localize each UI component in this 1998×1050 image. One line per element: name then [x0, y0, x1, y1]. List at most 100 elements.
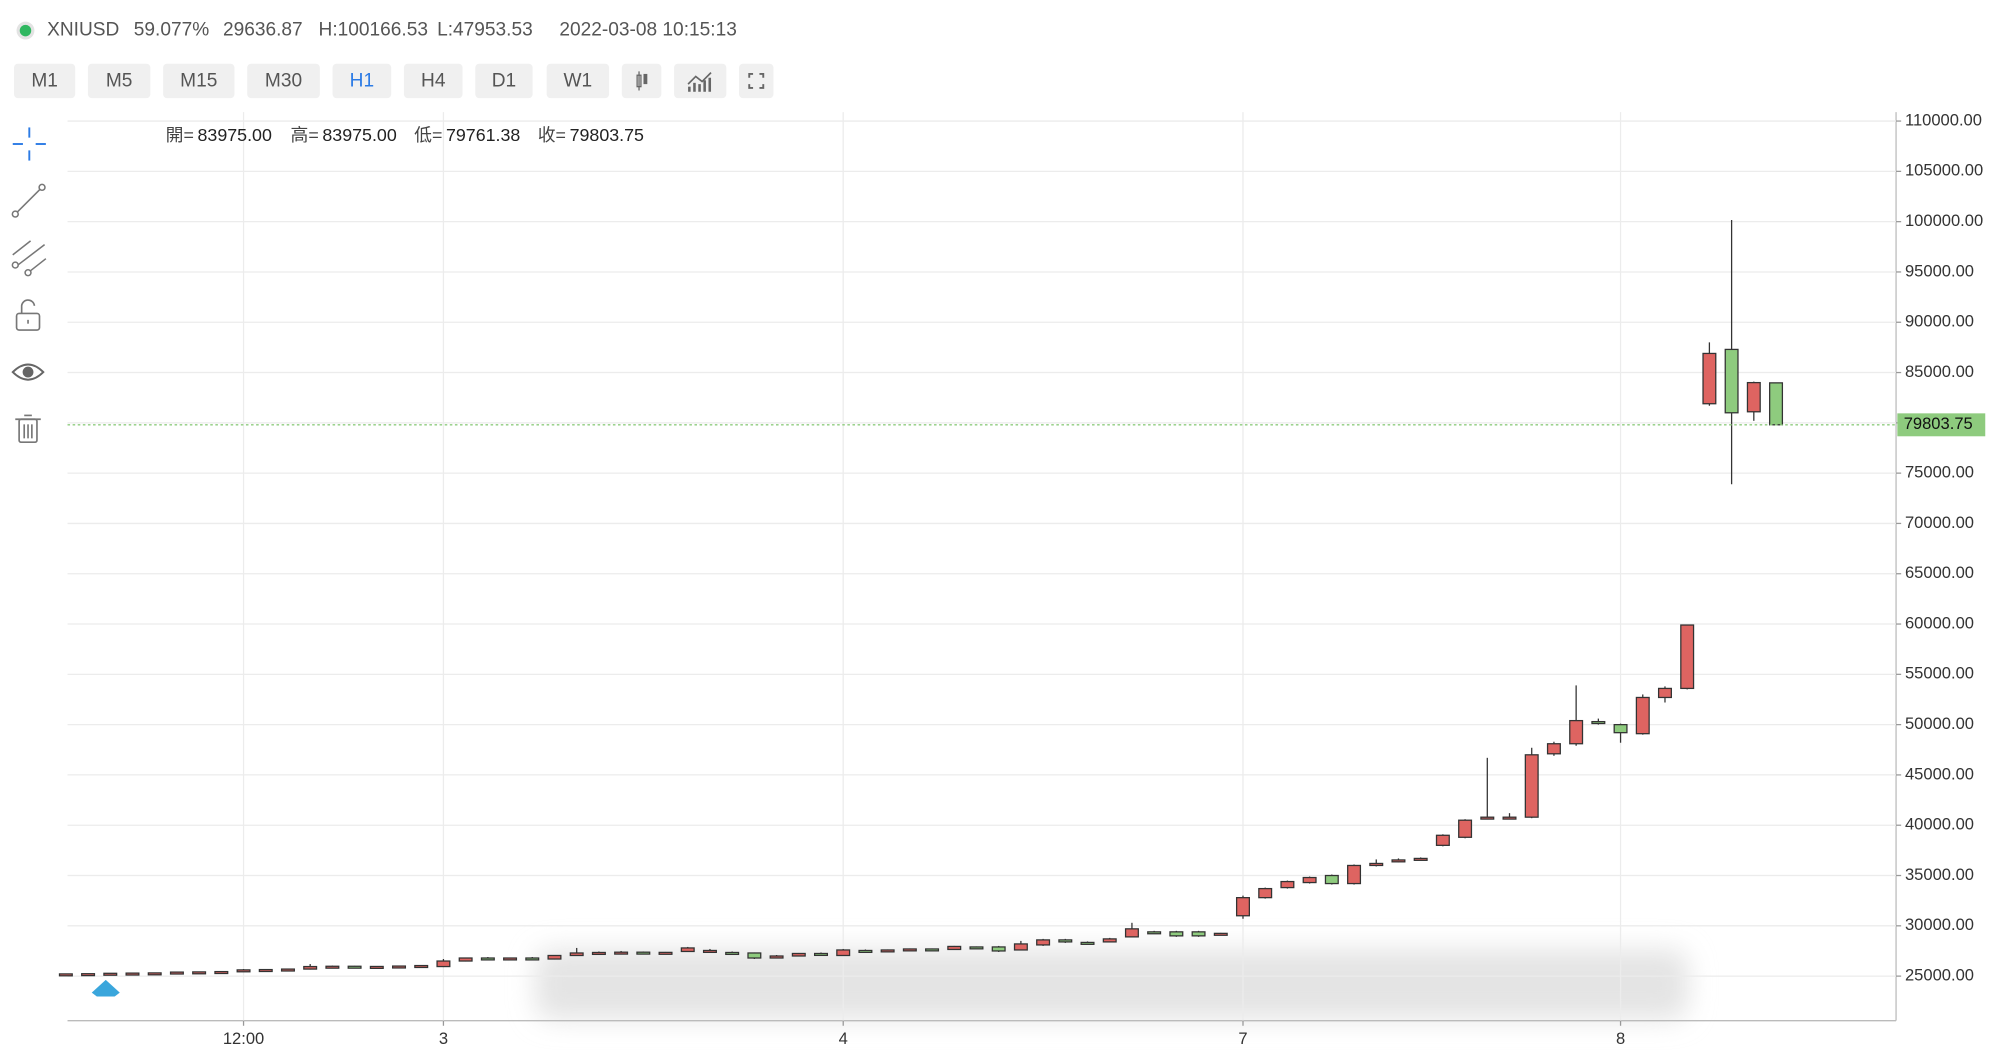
timeframe-label: H1 [350, 71, 374, 92]
candle-body [1147, 931, 1162, 935]
candle-body [658, 951, 673, 955]
y-tick-label: 90000.00 [1905, 312, 1974, 331]
button-bg [247, 63, 320, 99]
line-tool[interactable] [11, 183, 46, 218]
candle-body [525, 957, 540, 961]
candle-body [858, 949, 873, 954]
candle-body [1769, 382, 1784, 426]
button-bg [163, 63, 235, 99]
fullscreen-button[interactable] [739, 63, 774, 99]
candle-body [81, 973, 96, 977]
candle-body [1524, 754, 1539, 818]
timeframe-button[interactable]: M1 [14, 63, 76, 99]
timeframe-label: M30 [265, 71, 302, 92]
delete-tool[interactable] [15, 414, 41, 444]
button-bg [14, 63, 76, 99]
candle-body [1369, 862, 1384, 867]
candle-body [169, 971, 184, 975]
candle-body [1213, 932, 1228, 936]
candle-body [902, 948, 917, 952]
candle-body [1591, 720, 1606, 725]
y-tick-label: 85000.00 [1905, 362, 1974, 381]
info-value: 79803.75 [570, 125, 644, 145]
candle-body [1102, 938, 1117, 943]
y-tick-label: 30000.00 [1905, 915, 1974, 934]
timeframe-label: M1 [31, 71, 58, 92]
candle-body [1124, 928, 1139, 938]
timeframe-button[interactable]: M30 [247, 63, 320, 99]
candle-body [813, 952, 829, 957]
fib-tool[interactable] [11, 240, 47, 277]
time: 2022-03-08 10:15:13 [559, 20, 736, 41]
info-value: 79761.38 [446, 125, 520, 145]
indicator-button[interactable] [674, 63, 727, 99]
candle-body [147, 972, 162, 976]
candle-body [1569, 719, 1584, 745]
range: 29636.87 [223, 20, 303, 41]
crosshair-tool[interactable] [12, 127, 46, 161]
candle-body [925, 948, 940, 952]
candle-body [1702, 352, 1717, 405]
timeframe-button[interactable]: D1 [475, 63, 533, 99]
candle-body [1347, 864, 1362, 885]
chart-type-button[interactable] [621, 63, 662, 99]
candle-body [1391, 859, 1406, 863]
x-tick-label: 12:00 [223, 1029, 264, 1048]
timeframe-button[interactable]: M5 [87, 63, 151, 99]
candle-body [680, 947, 695, 953]
watermark [535, 949, 1689, 1020]
last-price-box [1897, 413, 1986, 437]
button-bg [475, 63, 533, 99]
y-tick-label: 65000.00 [1905, 563, 1974, 582]
candle-body [392, 965, 407, 969]
candle-body [1036, 939, 1051, 946]
visibility-tool[interactable] [11, 363, 45, 381]
logo [91, 979, 120, 997]
x-tick-label: 3 [439, 1029, 448, 1048]
candle-body [458, 957, 473, 962]
timeframe-button[interactable]: W1 [546, 63, 610, 99]
candle-body [1235, 897, 1250, 917]
candle-body [991, 946, 1006, 952]
candle-body [1302, 876, 1317, 884]
candle-body [1613, 723, 1628, 734]
candle-body [880, 949, 895, 953]
candle-body [258, 968, 273, 973]
timeframe-button[interactable]: M15 [163, 63, 235, 99]
candle-body [58, 973, 73, 977]
candle-body [1280, 880, 1295, 889]
timeframe-button[interactable]: H1 [332, 63, 392, 99]
candle-body [1435, 834, 1450, 846]
x-tick-label: 4 [839, 1029, 848, 1048]
y-tick-label: 25000.00 [1905, 965, 1974, 984]
candle-body [1657, 687, 1672, 699]
lock-tool[interactable] [15, 299, 41, 331]
y-tick-label: 50000.00 [1905, 714, 1974, 733]
timeframe-label: D1 [492, 71, 516, 92]
candle-body [1258, 887, 1273, 899]
candle-body [725, 951, 740, 956]
last-price-label: 79803.75 [1904, 414, 1973, 433]
candle-body [1724, 348, 1739, 414]
info-label: 高= [291, 125, 319, 145]
button-bg [403, 63, 463, 99]
timeframe-button[interactable]: H4 [403, 63, 463, 99]
symbol[interactable]: XNIUSD [47, 20, 119, 41]
candle-body [702, 949, 717, 954]
timeframe-bar: M1 M5 M15 M30 H1 H4 D1 W1 [14, 63, 610, 99]
candle-body [303, 965, 318, 970]
y-tick-label: 105000.00 [1905, 161, 1983, 180]
button-bg [87, 63, 151, 99]
timeframe-label: H4 [421, 71, 446, 92]
candle-body [747, 952, 762, 959]
candle-body [503, 957, 518, 961]
info-label: 收= [538, 125, 566, 145]
info-value: 83975.00 [322, 125, 396, 145]
x-tick-label: 8 [1616, 1029, 1625, 1048]
candle-body [791, 952, 806, 957]
candle-body [769, 955, 784, 959]
x-tick-label: 7 [1238, 1029, 1247, 1048]
y-tick-label: 45000.00 [1905, 764, 1974, 783]
timeframe-label: M5 [106, 71, 133, 92]
